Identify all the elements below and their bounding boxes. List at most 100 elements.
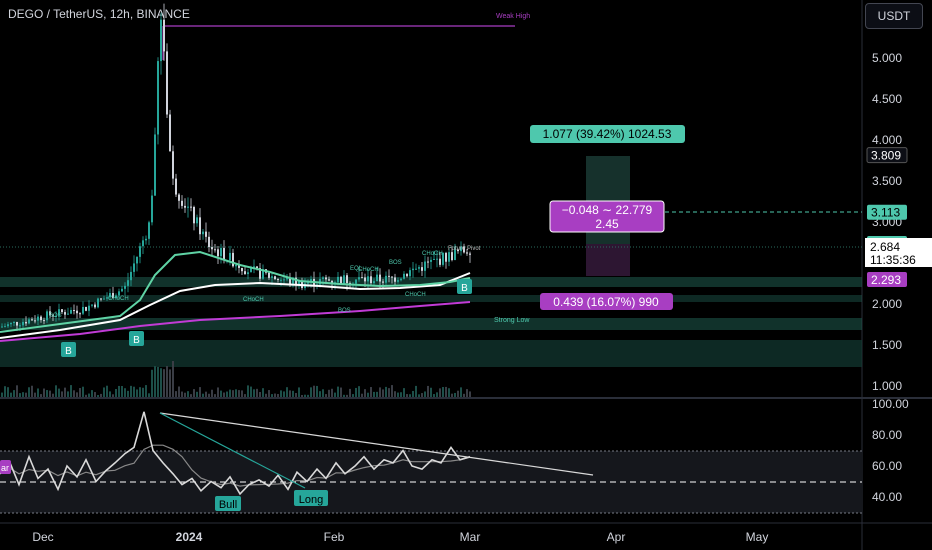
volume-bar bbox=[46, 390, 48, 397]
volume-bar bbox=[439, 388, 441, 397]
volume-bar bbox=[409, 394, 411, 397]
candle-body bbox=[343, 275, 345, 284]
volume-bar bbox=[10, 392, 12, 397]
candle-body bbox=[340, 276, 342, 284]
candle-body bbox=[370, 276, 372, 284]
rsi-left-tag: ar bbox=[0, 460, 11, 474]
candle-body bbox=[172, 151, 174, 179]
candle-body bbox=[310, 278, 312, 283]
volume-bar bbox=[187, 391, 189, 397]
rsi-tick-label: 100.00 bbox=[872, 397, 909, 411]
candle-body bbox=[277, 279, 279, 281]
volume-bar bbox=[466, 389, 468, 397]
candle-body bbox=[187, 206, 189, 208]
candle-body bbox=[67, 313, 69, 315]
candle-body bbox=[103, 298, 105, 300]
volume-bar bbox=[361, 393, 363, 397]
last-price-label: 2.684 bbox=[870, 240, 900, 254]
volume-bar bbox=[346, 394, 348, 397]
candle-body bbox=[358, 277, 360, 280]
candle-body bbox=[49, 311, 51, 316]
candle-body bbox=[397, 280, 399, 282]
structure-label: CHoCH bbox=[405, 292, 426, 298]
svg-text:B: B bbox=[461, 283, 468, 294]
structure-label: CHoCH bbox=[422, 251, 443, 257]
structure-label: CHoCH bbox=[358, 267, 379, 273]
candle-body bbox=[97, 298, 99, 308]
volume-bar bbox=[316, 385, 318, 397]
volume-bar bbox=[454, 392, 456, 397]
candle-body bbox=[157, 61, 159, 135]
volume-bar bbox=[172, 360, 174, 397]
volume-bar bbox=[43, 388, 45, 397]
volume-bar bbox=[199, 387, 201, 397]
structure-label: CHoCH bbox=[243, 297, 264, 303]
volume-bar bbox=[433, 394, 435, 397]
candle-body bbox=[217, 249, 219, 257]
volume-bar bbox=[343, 394, 345, 397]
candle-body bbox=[211, 247, 213, 250]
y-tick-label: 5.000 bbox=[872, 51, 902, 65]
volume-bar bbox=[424, 391, 426, 397]
candle-body bbox=[76, 310, 78, 314]
candle-body bbox=[166, 51, 168, 115]
volume-bar bbox=[226, 391, 228, 397]
candle-body bbox=[169, 114, 171, 152]
volume-bar bbox=[262, 388, 264, 397]
candle-body bbox=[163, 19, 165, 52]
y-tick-label: 1.000 bbox=[872, 379, 902, 393]
volume-bar bbox=[166, 365, 168, 397]
candle-body bbox=[238, 264, 240, 268]
volume-bar bbox=[304, 394, 306, 397]
volume-bar bbox=[235, 389, 237, 397]
volume-bar bbox=[160, 368, 162, 397]
candle-body bbox=[25, 321, 27, 324]
currency-button[interactable]: USDT bbox=[865, 3, 923, 29]
candle-body bbox=[1, 326, 3, 328]
volume-bar bbox=[376, 391, 378, 397]
candle-body bbox=[424, 261, 426, 271]
volume-bar bbox=[268, 390, 270, 397]
volume-bar bbox=[151, 369, 153, 397]
volume-bar bbox=[430, 387, 432, 397]
candle-body bbox=[406, 273, 408, 277]
candle-body bbox=[13, 321, 15, 323]
candle-body bbox=[64, 312, 66, 315]
volume-bar bbox=[61, 391, 63, 397]
candle-body bbox=[391, 276, 393, 278]
volume-bar bbox=[196, 391, 198, 397]
candle-body bbox=[298, 280, 300, 286]
volume-bar bbox=[148, 393, 150, 397]
volume-bar bbox=[202, 393, 204, 397]
candle-body bbox=[145, 238, 147, 241]
volume-bar bbox=[418, 394, 420, 397]
stop-label-box bbox=[540, 293, 673, 310]
candle-body bbox=[292, 277, 294, 284]
candle-body bbox=[88, 305, 90, 311]
candle-body bbox=[133, 263, 135, 272]
candle-body bbox=[118, 291, 120, 296]
countdown-label: 11:35:36 bbox=[870, 253, 916, 267]
volume-bar bbox=[292, 390, 294, 397]
candle-body bbox=[52, 315, 54, 317]
candle-body bbox=[457, 249, 459, 252]
candle-body bbox=[322, 277, 324, 279]
buy-badge: B bbox=[129, 331, 144, 346]
candle-body bbox=[205, 231, 207, 237]
future-pivot-label: Future Pivot bbox=[448, 246, 481, 252]
volume-bar bbox=[301, 394, 303, 397]
candle-body bbox=[139, 246, 141, 257]
candle-body bbox=[262, 269, 264, 279]
volume-bar bbox=[451, 393, 453, 397]
price-badge: 2.293 bbox=[867, 271, 907, 287]
candle-body bbox=[115, 295, 117, 299]
volume-bar bbox=[280, 390, 282, 397]
symbol-title: DEGO / TetherUS, 12h, BINANCE bbox=[8, 7, 190, 21]
volume-bar bbox=[58, 388, 60, 397]
volume-bar bbox=[364, 389, 366, 397]
weak-high-label: Weak High bbox=[496, 13, 530, 20]
candle-body bbox=[439, 258, 441, 265]
candle-body bbox=[91, 304, 93, 306]
candle-body bbox=[355, 279, 357, 284]
